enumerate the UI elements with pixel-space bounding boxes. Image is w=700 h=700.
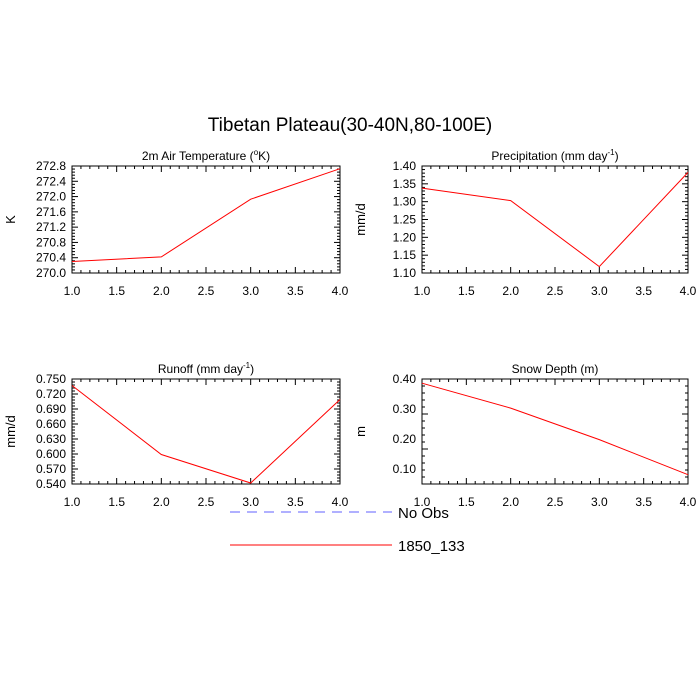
x-tick-label: 1.0: [64, 284, 81, 298]
y-tick-label: 1.15: [393, 248, 417, 262]
y-tick-label: 272.4: [36, 174, 66, 188]
y-tick-label: 0.690: [36, 402, 66, 416]
x-tick-label: 1.5: [458, 284, 475, 298]
y-axis-label: mm/d: [3, 415, 18, 448]
x-tick-label: 3.5: [287, 495, 304, 509]
series-line-1850_133: [421, 172, 689, 268]
x-tick-label: 2.5: [547, 495, 564, 509]
x-tick-label: 4.0: [680, 495, 697, 509]
x-tick-label: 1.5: [458, 495, 475, 509]
y-tick-label: 1.25: [393, 213, 417, 227]
y-tick-label: 1.20: [393, 230, 417, 244]
x-tick-label: 2.5: [547, 284, 564, 298]
y-tick-label: 0.750: [36, 372, 66, 386]
y-axis-label: mm/d: [353, 203, 368, 236]
x-tick-label: 4.0: [332, 284, 349, 298]
y-axis-label: m: [353, 426, 368, 437]
series-line-1850_133: [71, 385, 341, 484]
x-tick-label: 2.0: [502, 284, 519, 298]
figure-title: Tibetan Plateau(30-40N,80-100E): [208, 115, 492, 136]
y-tick-label: 0.720: [36, 387, 66, 401]
y-tick-label: 0.540: [36, 477, 66, 491]
y-tick-label: 270.4: [36, 251, 66, 265]
series-line-1850_133: [71, 168, 341, 262]
x-tick-label: 1.0: [414, 495, 431, 509]
panel-title: Precipitation (mm day-1): [491, 148, 618, 163]
x-tick-label: 2.0: [502, 495, 519, 509]
y-tick-label: 1.30: [393, 195, 417, 209]
y-tick-label: 0.30: [393, 402, 417, 416]
panel-precipitation: 1.0 1.5 2.0 2.5 3.0 3.5 4.0 1.10 1.15 1.20 1.25 1.3…: [353, 148, 697, 298]
y-tick-label: 270.0: [36, 266, 66, 280]
x-tick-label: 2.5: [198, 284, 215, 298]
y-tick-label: 1.40: [393, 159, 417, 173]
x-tick-label: 3.5: [635, 284, 652, 298]
y-tick-label: 272.8: [36, 159, 66, 173]
x-tick-label: 2.0: [153, 284, 170, 298]
panel-air-temperature: 1.0 1.5 2.0 2.5 3.0 3.5 4.0270.0270.4270.8271.…: [3, 148, 349, 298]
x-tick-label: 1.5: [108, 495, 125, 509]
series-line-1850_133: [421, 382, 689, 476]
y-tick-label: 1.10: [393, 266, 417, 280]
legend-label-1850-133: 1850_133: [398, 538, 465, 555]
x-tick-label: 2.0: [153, 495, 170, 509]
x-tick-label: 3.0: [242, 495, 259, 509]
panel-title: Runoff (mm day-1): [158, 361, 254, 376]
legend-label-no-obs: No Obs: [398, 505, 449, 522]
legend: No Obs 1850_133: [230, 505, 465, 555]
x-tick-label: 3.0: [591, 495, 608, 509]
y-tick-label: 0.10: [393, 462, 417, 476]
y-tick-label: 0.630: [36, 432, 66, 446]
y-tick-label: 272.0: [36, 190, 66, 204]
panel-snow-depth: 1.0 1.5 2.0 2.5 3.0 3.5 4.0 0.10 0.20 0.30 0.40 m Sn…: [353, 362, 697, 509]
x-tick-label: 3.0: [242, 284, 259, 298]
y-axis-label: K: [3, 215, 18, 224]
y-tick-label: 0.20: [393, 432, 417, 446]
x-tick-label: 3.5: [287, 284, 304, 298]
y-tick-label: 1.35: [393, 177, 417, 191]
plot-frame: [421, 165, 689, 274]
x-tick-label: 1.0: [414, 284, 431, 298]
panel-title: Snow Depth (m): [512, 362, 599, 376]
panel-title: 2m Air Temperature (oK): [142, 148, 270, 163]
x-tick-label: 3.5: [635, 495, 652, 509]
x-tick-label: 4.0: [332, 495, 349, 509]
y-tick-label: 271.6: [36, 205, 66, 219]
y-tick-label: 0.570: [36, 462, 66, 476]
x-tick-label: 4.0: [680, 284, 697, 298]
x-tick-label: 3.0: [591, 284, 608, 298]
x-tick-label: 2.5: [198, 495, 215, 509]
x-tick-label: 1.0: [64, 495, 81, 509]
y-tick-label: 0.40: [393, 372, 417, 386]
panel-runoff: 1.0 1.5 2.0 2.5 3.0 3.5 4.0 0.5400.5700.6000.63…: [3, 361, 349, 509]
y-tick-label: 270.8: [36, 235, 66, 249]
panels: 1.0 1.5 2.0 2.5 3.0 3.5 4.0270.0270.4270.8271.…: [3, 148, 697, 509]
y-tick-label: 271.2: [36, 220, 66, 234]
y-tick-label: 0.660: [36, 417, 66, 431]
x-tick-label: 1.5: [108, 284, 125, 298]
y-tick-label: 0.600: [36, 447, 66, 461]
